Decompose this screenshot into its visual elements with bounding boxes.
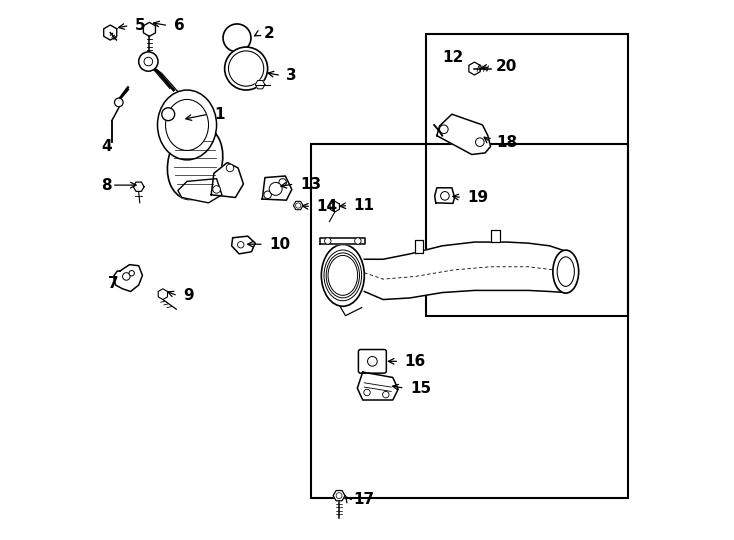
Circle shape [225,47,268,90]
Text: 4: 4 [101,139,112,154]
Text: 13: 13 [300,177,321,192]
Polygon shape [437,114,490,154]
Polygon shape [159,289,167,300]
Text: 9: 9 [184,288,194,303]
Circle shape [228,51,264,86]
Bar [426,33,628,316]
Text: 12: 12 [442,50,463,65]
Text: 15: 15 [410,381,431,396]
Text: 5: 5 [135,18,145,33]
Circle shape [129,271,134,276]
Circle shape [336,492,342,498]
Text: 10: 10 [269,237,291,252]
Ellipse shape [553,250,578,293]
Polygon shape [415,240,424,253]
Polygon shape [211,163,244,198]
Polygon shape [134,182,144,191]
Polygon shape [330,201,339,212]
Text: 19: 19 [468,190,489,205]
Circle shape [364,389,370,396]
Circle shape [324,238,331,244]
Text: 8: 8 [101,178,112,193]
Text: 17: 17 [354,492,374,508]
Circle shape [161,108,175,120]
Circle shape [279,179,286,186]
Text: 20: 20 [496,59,517,75]
Polygon shape [232,236,255,254]
Polygon shape [143,22,156,36]
Bar [310,144,628,498]
Ellipse shape [166,99,208,151]
Circle shape [238,241,244,248]
Text: 16: 16 [404,354,426,369]
Polygon shape [262,176,292,200]
Polygon shape [333,490,345,501]
Ellipse shape [158,90,217,160]
Polygon shape [320,238,366,244]
Circle shape [123,273,130,280]
Polygon shape [255,80,265,89]
Polygon shape [294,201,303,210]
Circle shape [440,192,449,200]
Text: 2: 2 [264,26,275,41]
Circle shape [440,125,448,133]
Text: 1: 1 [214,107,225,122]
Ellipse shape [321,245,364,306]
Polygon shape [357,372,398,400]
Text: 3: 3 [286,68,297,83]
Polygon shape [178,179,222,203]
Circle shape [368,356,377,366]
Polygon shape [114,265,142,292]
Text: 11: 11 [354,198,374,213]
Circle shape [115,98,123,107]
Polygon shape [103,25,117,40]
Polygon shape [469,62,480,75]
Circle shape [223,24,251,52]
Text: 14: 14 [316,199,338,214]
Circle shape [144,57,153,66]
Ellipse shape [167,126,223,200]
Polygon shape [364,242,566,300]
Text: 18: 18 [496,134,517,150]
Polygon shape [435,188,454,204]
Text: 6: 6 [174,18,184,33]
Circle shape [139,52,158,71]
Circle shape [226,164,233,172]
Circle shape [213,186,220,193]
Circle shape [476,138,484,146]
Circle shape [355,238,361,244]
Circle shape [382,392,389,398]
Text: 7: 7 [108,276,119,291]
FancyBboxPatch shape [358,349,386,373]
Circle shape [269,183,282,195]
Ellipse shape [557,257,575,286]
Circle shape [296,203,301,208]
Polygon shape [490,230,501,241]
Circle shape [264,191,272,199]
